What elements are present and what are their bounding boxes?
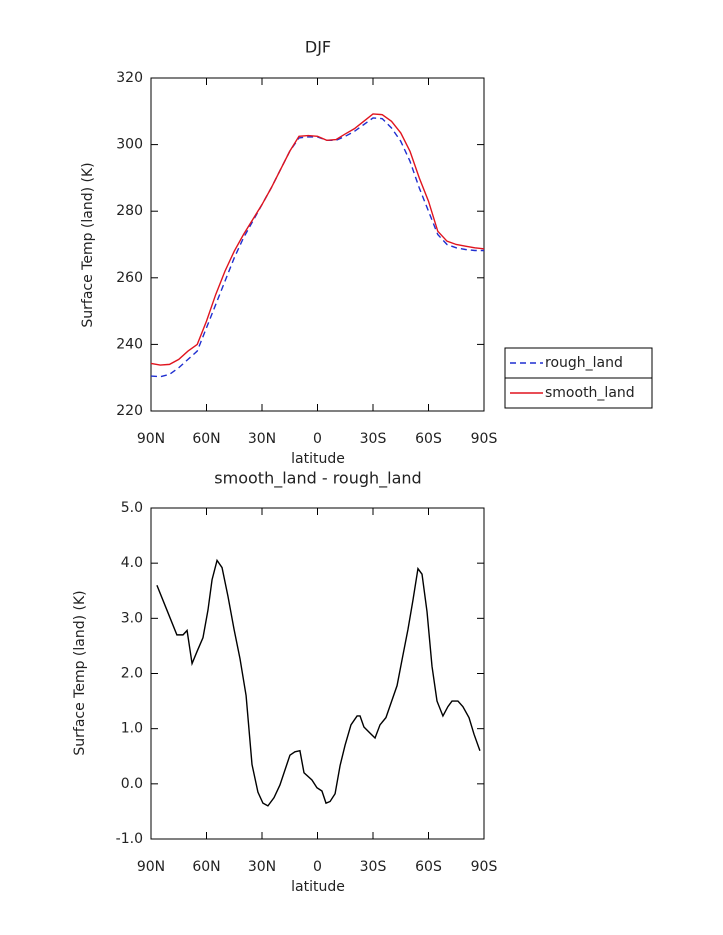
x-axis-label: latitude bbox=[291, 451, 345, 467]
y-tick-label: 0.0 bbox=[121, 776, 143, 792]
x-tick-label: 30N bbox=[248, 431, 276, 447]
y-axis-label: Surface Temp (land) (K) bbox=[80, 162, 96, 327]
x-tick-label: 90N bbox=[137, 859, 165, 875]
y-tick-label: 260 bbox=[116, 270, 143, 286]
x-tick-label: 0 bbox=[313, 859, 322, 875]
x-tick-label: 60S bbox=[415, 431, 442, 447]
y-tick-label: 3.0 bbox=[121, 610, 143, 626]
y-tick-label: 300 bbox=[116, 137, 143, 153]
y-tick-label: 1.0 bbox=[121, 721, 143, 737]
axes-frame bbox=[150, 77, 485, 412]
y-tick-label: 4.0 bbox=[121, 555, 143, 571]
data-line bbox=[150, 117, 484, 378]
x-tick-label: 30N bbox=[248, 859, 276, 875]
x-tick-label: 30S bbox=[360, 431, 387, 447]
y-tick-label: 220 bbox=[116, 403, 143, 419]
y-tick-label: 240 bbox=[116, 336, 143, 352]
x-tick-label: 30S bbox=[360, 859, 387, 875]
data-line bbox=[150, 113, 485, 366]
chart-title: DJF bbox=[305, 38, 331, 57]
x-axis-label: latitude bbox=[291, 879, 345, 895]
x-tick-label: 60N bbox=[192, 859, 220, 875]
data-line bbox=[156, 558, 481, 807]
y-tick-label: 5.0 bbox=[121, 500, 143, 516]
legend-label: smooth_land bbox=[545, 385, 635, 401]
x-tick-label: 0 bbox=[313, 431, 322, 447]
x-tick-label: 60S bbox=[415, 859, 442, 875]
x-tick-label: 90S bbox=[471, 431, 498, 447]
legend-box bbox=[504, 377, 653, 409]
y-axis-label: Surface Temp (land) (K) bbox=[72, 590, 88, 755]
y-tick-label: 320 bbox=[116, 70, 143, 86]
chart-title: smooth_land - rough_land bbox=[214, 469, 421, 489]
y-tick-label: 280 bbox=[116, 203, 143, 219]
x-tick-label: 60N bbox=[192, 431, 220, 447]
y-tick-label: -1.0 bbox=[116, 831, 143, 847]
y-tick-label: 2.0 bbox=[121, 666, 143, 682]
x-tick-label: 90S bbox=[471, 859, 498, 875]
axes-frame bbox=[150, 507, 485, 840]
legend-label: rough_land bbox=[545, 355, 623, 371]
x-tick-label: 90N bbox=[137, 431, 165, 447]
